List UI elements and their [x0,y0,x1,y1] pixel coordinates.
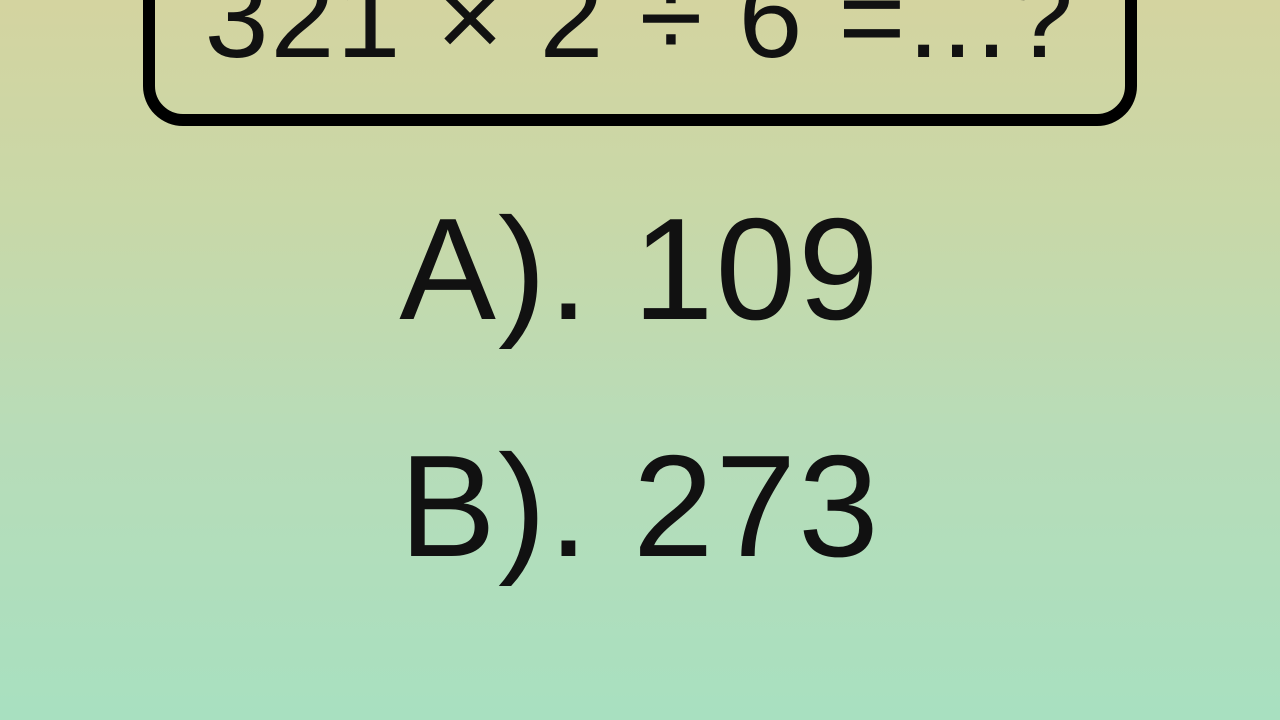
question-expression: 321 × 2 ÷ 6 =...? [205,0,1076,84]
option-b[interactable]: B). 273 [399,423,881,590]
options-container: A). 109 B). 273 [399,186,881,590]
question-box: 321 × 2 ÷ 6 =...? [143,0,1138,126]
option-a[interactable]: A). 109 [399,186,881,353]
